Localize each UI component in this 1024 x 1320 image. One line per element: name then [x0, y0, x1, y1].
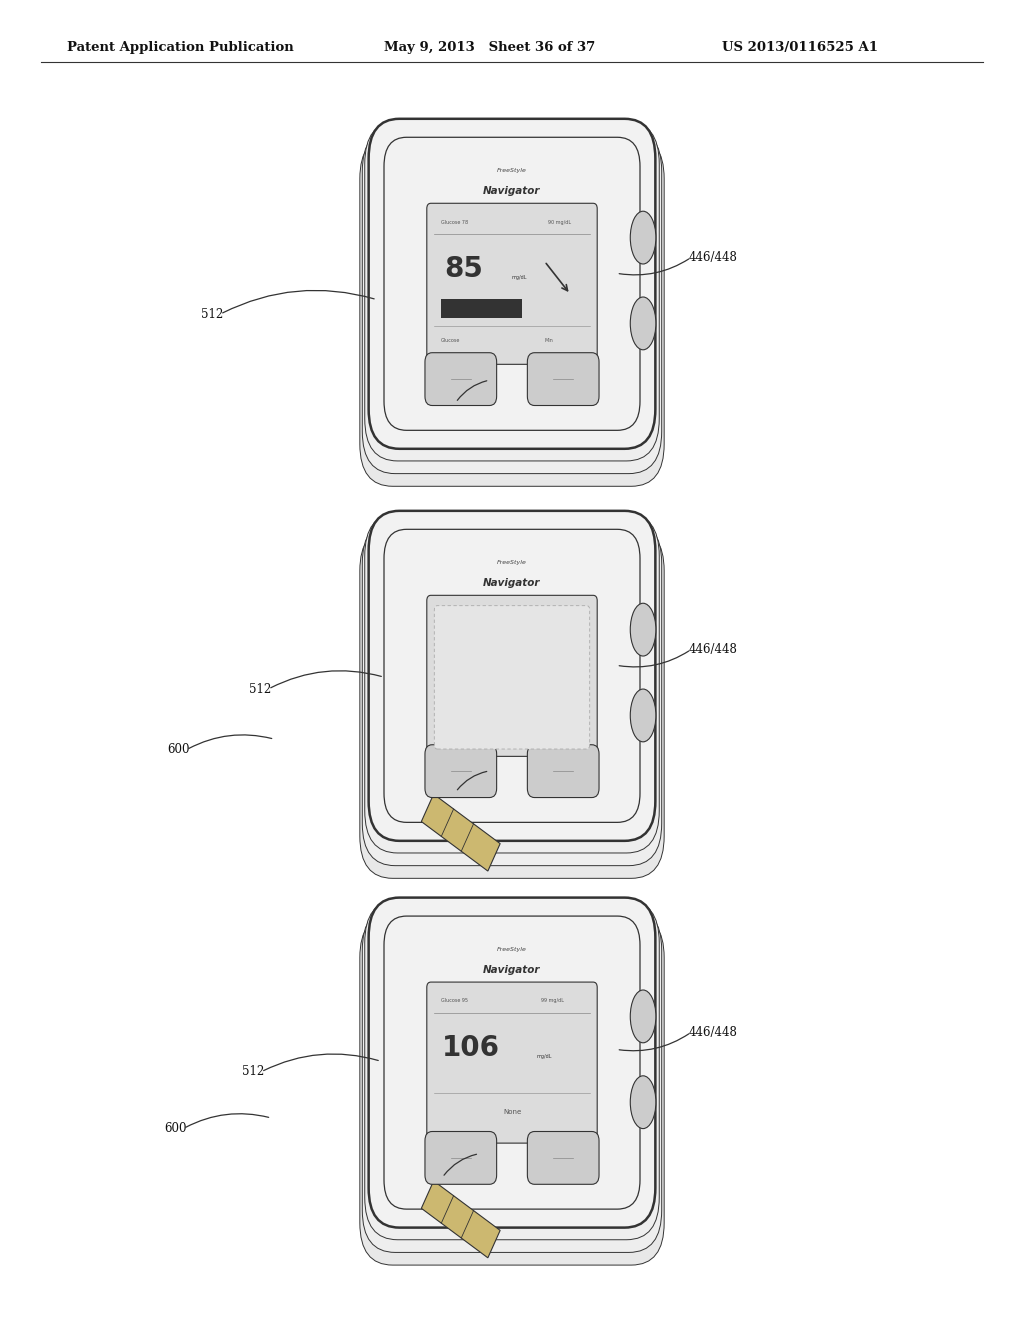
- FancyBboxPatch shape: [362, 521, 662, 866]
- Text: Patent Application Publication: Patent Application Publication: [67, 41, 293, 54]
- Bar: [440, 298, 522, 318]
- Text: mg/dL: mg/dL: [512, 276, 527, 280]
- Text: mg/dL: mg/dL: [537, 1055, 552, 1059]
- FancyBboxPatch shape: [362, 908, 662, 1253]
- FancyBboxPatch shape: [427, 595, 597, 756]
- FancyBboxPatch shape: [527, 744, 599, 797]
- FancyBboxPatch shape: [425, 1131, 497, 1184]
- FancyBboxPatch shape: [362, 129, 662, 474]
- FancyBboxPatch shape: [527, 1131, 599, 1184]
- Text: 85: 85: [443, 255, 482, 282]
- Text: 512: 512: [249, 682, 271, 696]
- Text: FIG. 36C: FIG. 36C: [468, 818, 556, 837]
- Ellipse shape: [630, 689, 655, 742]
- Text: FreeStyle: FreeStyle: [497, 560, 527, 565]
- Text: 446/448: 446/448: [688, 1026, 737, 1039]
- Polygon shape: [421, 795, 500, 871]
- Text: 106: 106: [442, 1034, 501, 1061]
- Ellipse shape: [630, 603, 655, 656]
- Text: 600: 600: [164, 1122, 186, 1135]
- FancyBboxPatch shape: [359, 915, 665, 1265]
- Text: Glucose 78: Glucose 78: [440, 219, 468, 224]
- Text: 99 mg/dL: 99 mg/dL: [542, 998, 564, 1003]
- Text: FreeStyle: FreeStyle: [497, 946, 527, 952]
- FancyBboxPatch shape: [369, 511, 655, 841]
- Text: Navigator: Navigator: [483, 186, 541, 197]
- Text: Navigator: Navigator: [483, 578, 541, 589]
- Text: Min: Min: [545, 338, 553, 343]
- Polygon shape: [421, 1181, 500, 1258]
- Text: 510: 510: [423, 1171, 445, 1184]
- Text: 90 mg/dL: 90 mg/dL: [548, 219, 570, 224]
- Text: 510: 510: [436, 396, 459, 409]
- FancyBboxPatch shape: [427, 203, 597, 364]
- FancyBboxPatch shape: [365, 900, 659, 1239]
- Ellipse shape: [630, 211, 655, 264]
- FancyBboxPatch shape: [425, 744, 497, 797]
- FancyBboxPatch shape: [369, 119, 655, 449]
- FancyBboxPatch shape: [527, 352, 599, 405]
- FancyBboxPatch shape: [369, 898, 655, 1228]
- Text: FreeStyle: FreeStyle: [497, 168, 527, 173]
- Text: 512: 512: [201, 308, 223, 321]
- Ellipse shape: [630, 990, 655, 1043]
- Text: FIG. 36D: FIG. 36D: [467, 1208, 557, 1226]
- FancyBboxPatch shape: [425, 352, 497, 405]
- Ellipse shape: [630, 297, 655, 350]
- FancyBboxPatch shape: [359, 528, 665, 878]
- Text: Glucose 95: Glucose 95: [440, 998, 468, 1003]
- Text: None: None: [503, 1109, 521, 1115]
- Text: Glucose: Glucose: [440, 338, 460, 343]
- FancyBboxPatch shape: [365, 513, 659, 853]
- Text: 510: 510: [436, 785, 459, 799]
- Text: May 9, 2013   Sheet 36 of 37: May 9, 2013 Sheet 36 of 37: [384, 41, 595, 54]
- Text: FIG. 36B: FIG. 36B: [468, 422, 556, 441]
- Ellipse shape: [630, 1076, 655, 1129]
- Text: 446/448: 446/448: [688, 251, 737, 264]
- FancyBboxPatch shape: [434, 606, 590, 748]
- Text: 512: 512: [242, 1065, 264, 1078]
- FancyBboxPatch shape: [359, 136, 665, 486]
- FancyBboxPatch shape: [427, 982, 597, 1143]
- Text: Navigator: Navigator: [483, 965, 541, 975]
- Text: 446/448: 446/448: [688, 643, 737, 656]
- FancyBboxPatch shape: [365, 121, 659, 461]
- Text: US 2013/0116525 A1: US 2013/0116525 A1: [722, 41, 878, 54]
- Text: 600: 600: [167, 743, 189, 756]
